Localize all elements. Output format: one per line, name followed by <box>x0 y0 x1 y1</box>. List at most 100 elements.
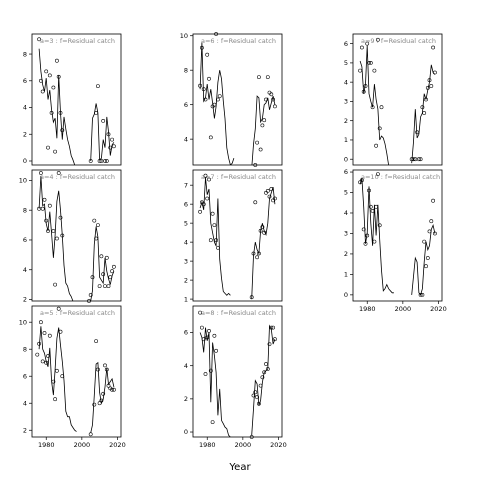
data-point <box>60 128 65 133</box>
data-point <box>359 178 364 183</box>
y-tick-label: 2 <box>184 276 188 284</box>
data-point <box>271 97 276 102</box>
data-point <box>212 223 217 228</box>
y-tick-label: 3 <box>344 230 348 238</box>
panel-frame <box>31 33 122 166</box>
data-point <box>55 368 59 373</box>
data-point <box>210 211 215 216</box>
panel-frame <box>352 169 443 302</box>
data-point <box>214 32 219 36</box>
data-point <box>251 393 256 398</box>
data-point <box>420 105 425 110</box>
data-point <box>253 200 258 205</box>
y-tick-label: 4 <box>23 399 27 407</box>
data-point <box>425 256 430 260</box>
panel-a7: a=7 : f=Residual catch 1 2 3 4 5 6 7 <box>184 169 283 303</box>
data-point <box>432 70 437 75</box>
y-tick-label: 8 <box>23 50 27 58</box>
y-tick-label: 6 <box>344 168 348 176</box>
data-point <box>214 348 219 353</box>
y-tick-label: 2 <box>184 395 188 403</box>
y-tick-label: 7 <box>184 181 188 189</box>
panel-a9: a=9 : f=Residual catch 0 1 2 3 4 5 6 <box>344 33 443 166</box>
data-point <box>425 86 430 90</box>
y-tick-label: 6 <box>184 101 188 109</box>
series-line-segment <box>199 177 231 296</box>
series-line-segment <box>411 64 436 164</box>
series-line-segment <box>251 324 276 436</box>
y-tick-label: 8 <box>23 345 27 353</box>
data-point <box>429 84 434 88</box>
data-point <box>215 245 220 250</box>
y-tick-label: 4 <box>344 209 348 217</box>
panel-frame <box>192 33 283 166</box>
y-tick-label: 1 <box>344 271 348 279</box>
data-point <box>46 145 50 150</box>
data-point <box>210 420 215 425</box>
data-point <box>265 75 270 80</box>
panel-a5: a=5 : f=Residual catch 2 4 6 8 10 1980 2000 2020 <box>19 305 126 449</box>
data-point <box>413 157 418 162</box>
x-tick-label: 2020 <box>270 441 287 449</box>
data-point <box>92 218 97 223</box>
data-point <box>427 229 432 234</box>
data-point <box>409 157 414 162</box>
data-point <box>87 299 91 303</box>
data-point <box>418 292 423 297</box>
panel-frame <box>31 169 122 302</box>
panel-label: a=8 : f=Residual catch <box>201 309 276 317</box>
panel-frame <box>192 305 283 438</box>
y-tick-label: 0 <box>184 428 188 436</box>
data-point <box>215 97 220 102</box>
data-point <box>361 227 366 232</box>
data-point <box>365 41 370 46</box>
panel-label: a=6 : f=Residual catch <box>201 37 276 45</box>
data-point <box>359 45 364 50</box>
series-line-segment <box>199 42 235 165</box>
x-tick-label: 2000 <box>395 305 412 313</box>
data-point <box>256 401 261 406</box>
series-line-segment <box>411 224 436 296</box>
y-tick-label: 2 <box>23 296 27 304</box>
data-point <box>375 37 380 42</box>
data-point <box>110 269 115 274</box>
data-point <box>207 76 211 81</box>
data-point <box>255 395 260 400</box>
data-point <box>99 254 104 259</box>
data-point <box>94 111 99 115</box>
data-point <box>267 342 272 347</box>
data-point <box>207 177 211 182</box>
data-point <box>271 325 276 330</box>
data-point <box>361 89 366 94</box>
panel-a6: a=6 : f=Residual catch 4 6 8 10 <box>180 32 283 167</box>
panel-label: a=4 : f=Residual catch <box>40 173 115 181</box>
data-point <box>253 390 258 395</box>
data-point <box>40 206 45 211</box>
data-point <box>431 198 436 203</box>
y-tick-label: 3 <box>184 257 188 265</box>
data-point <box>94 236 99 241</box>
data-point <box>269 187 274 191</box>
data-point <box>424 264 428 269</box>
data-point <box>256 75 261 80</box>
data-point <box>418 157 423 162</box>
data-point <box>42 331 47 335</box>
data-point <box>262 230 267 235</box>
data-point <box>58 329 63 334</box>
x-tick-label: 1980 <box>38 441 55 449</box>
data-point <box>104 159 109 163</box>
data-point <box>377 126 382 131</box>
series-line-segment <box>90 103 115 162</box>
data-point <box>103 159 107 163</box>
data-point <box>58 111 63 115</box>
data-point <box>55 58 59 63</box>
data-point <box>258 383 263 388</box>
data-point <box>56 171 61 175</box>
y-tick-label: 2 <box>344 250 348 258</box>
y-tick-label: 6 <box>23 77 27 85</box>
data-point <box>104 255 109 260</box>
data-point <box>375 172 380 177</box>
y-tick-label: 10 <box>19 318 27 326</box>
data-point <box>432 231 437 236</box>
data-point <box>104 367 109 372</box>
